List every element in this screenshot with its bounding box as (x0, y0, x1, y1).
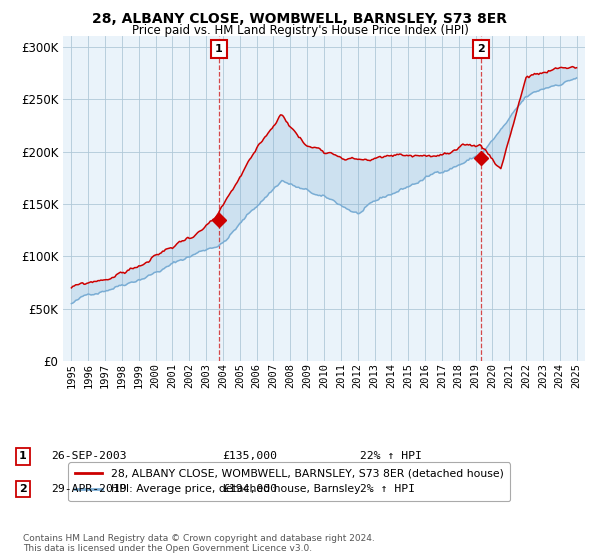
Text: 2% ↑ HPI: 2% ↑ HPI (360, 484, 415, 494)
Text: 2: 2 (477, 44, 485, 54)
Text: 28, ALBANY CLOSE, WOMBWELL, BARNSLEY, S73 8ER: 28, ALBANY CLOSE, WOMBWELL, BARNSLEY, S7… (92, 12, 508, 26)
Text: 22% ↑ HPI: 22% ↑ HPI (360, 451, 422, 461)
Text: Price paid vs. HM Land Registry's House Price Index (HPI): Price paid vs. HM Land Registry's House … (131, 24, 469, 37)
Text: 29-APR-2019: 29-APR-2019 (51, 484, 127, 494)
Text: Contains HM Land Registry data © Crown copyright and database right 2024.
This d: Contains HM Land Registry data © Crown c… (23, 534, 374, 553)
Text: £194,000: £194,000 (222, 484, 277, 494)
Legend: 28, ALBANY CLOSE, WOMBWELL, BARNSLEY, S73 8ER (detached house), HPI: Average pri: 28, ALBANY CLOSE, WOMBWELL, BARNSLEY, S7… (68, 463, 510, 501)
Text: 26-SEP-2003: 26-SEP-2003 (51, 451, 127, 461)
Text: 1: 1 (215, 44, 223, 54)
Text: £135,000: £135,000 (222, 451, 277, 461)
Text: 2: 2 (19, 484, 26, 494)
Text: 1: 1 (19, 451, 26, 461)
